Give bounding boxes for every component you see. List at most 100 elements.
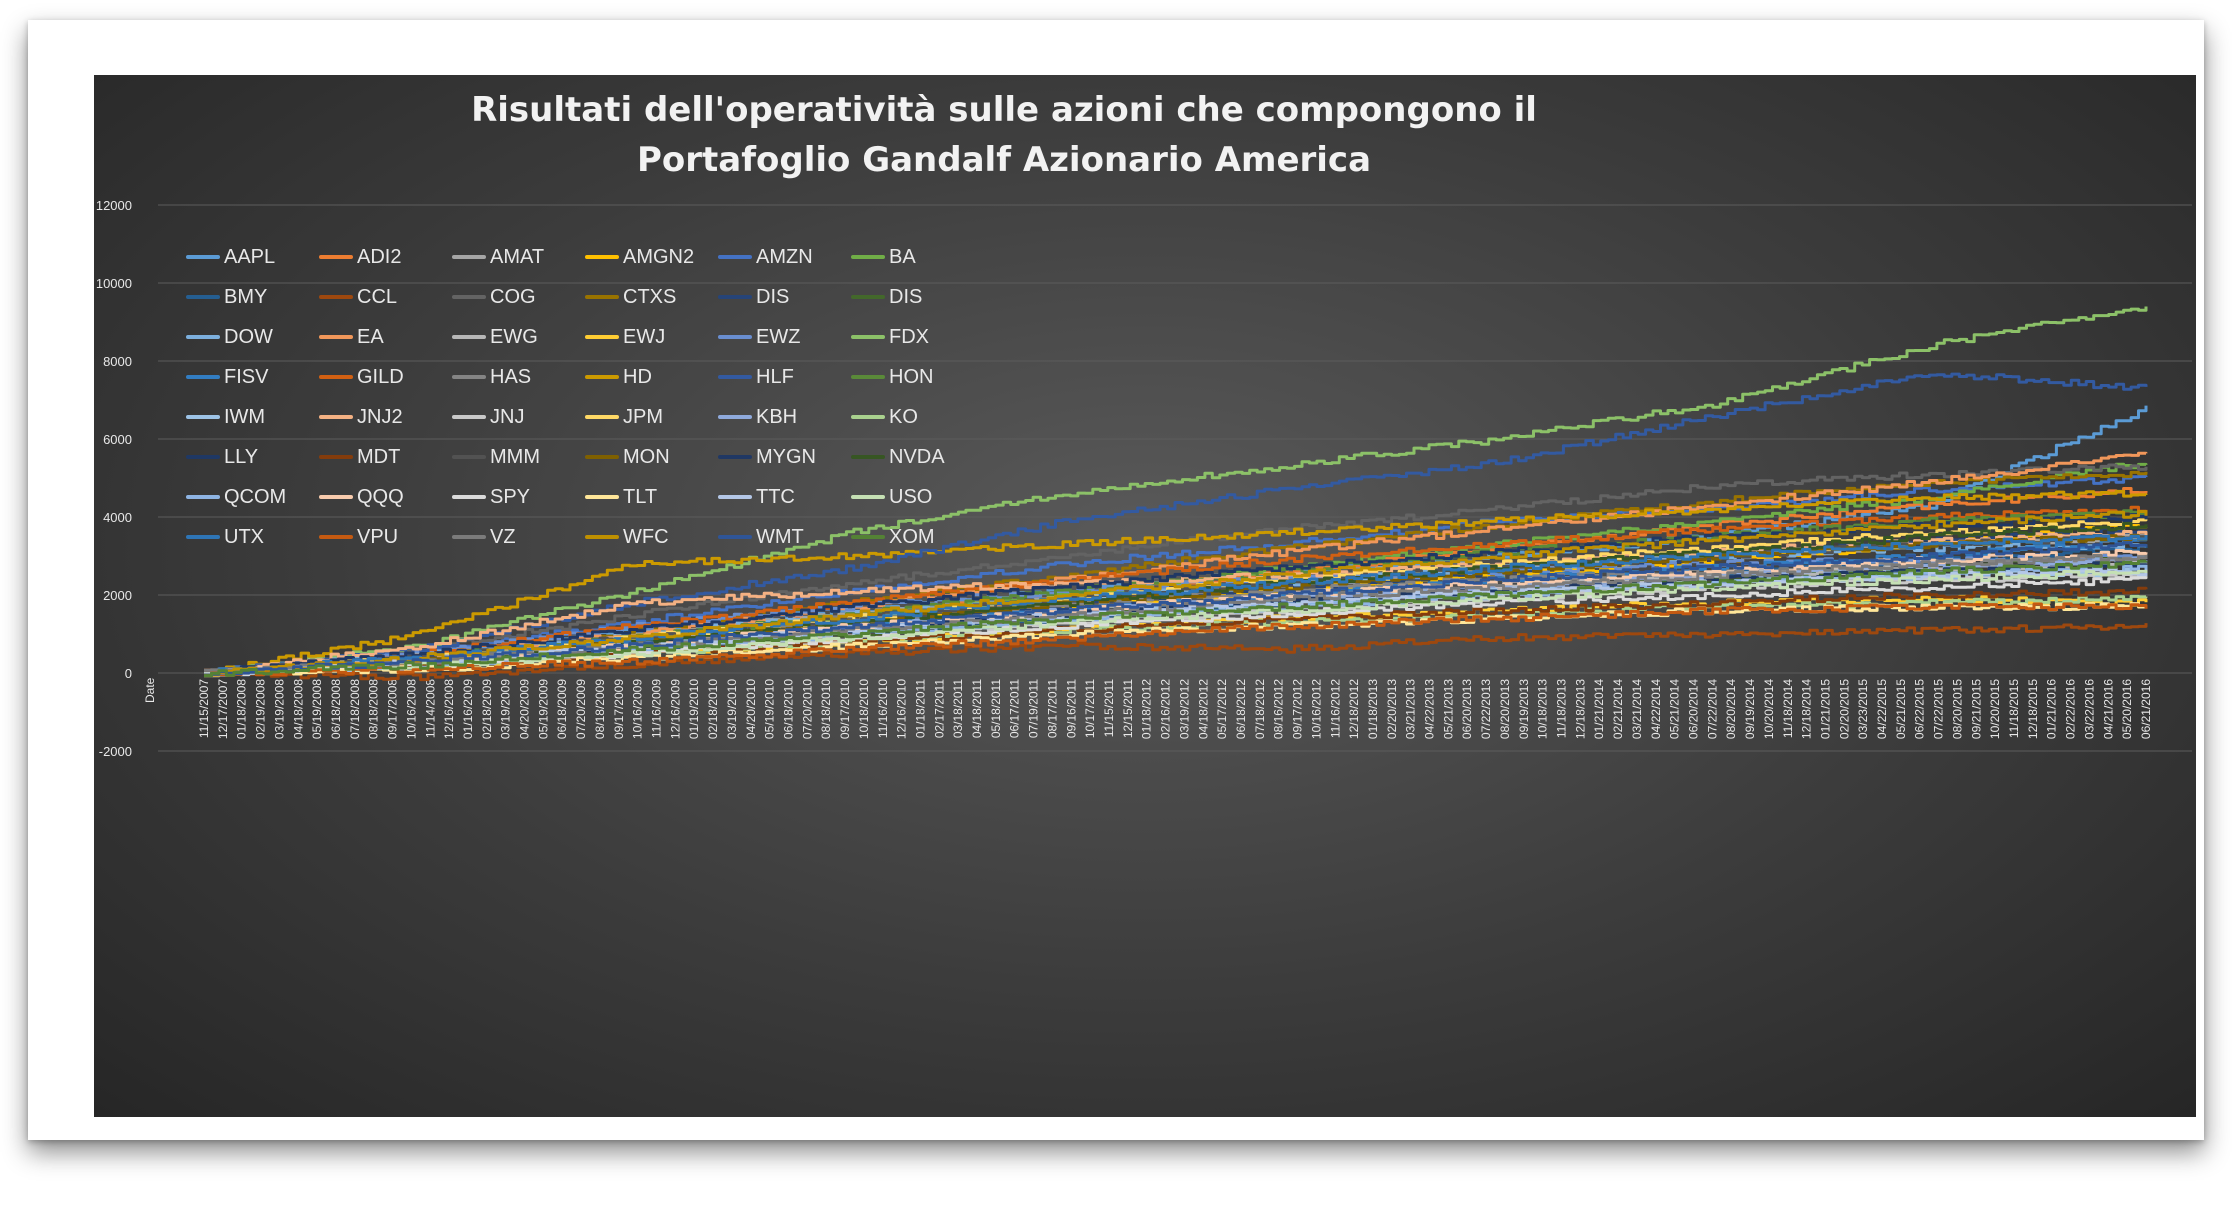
legend-label: TTC: [756, 485, 795, 508]
legend-swatch: [585, 335, 619, 339]
legend-label: GILD: [357, 365, 404, 388]
legend-label: EA: [357, 325, 384, 348]
x-tick-label: 01/19/2010: [687, 679, 701, 739]
y-tick-label: 6000: [103, 432, 132, 447]
x-tick-label: 03/21/2014: [1630, 679, 1644, 739]
legend-item: USO: [851, 483, 984, 511]
y-tick-label: 4000: [103, 510, 132, 525]
legend-swatch: [851, 455, 885, 459]
x-tick-label: 05/21/2013: [1441, 679, 1455, 739]
legend-item: HON: [851, 363, 984, 391]
x-tick-label: 07/22/2014: [1705, 679, 1719, 739]
legend-item: MDT: [319, 443, 452, 471]
chart-title-line-1: Risultati dell'operatività sulle azioni …: [471, 90, 1537, 130]
x-tick-label: 03/19/2012: [1177, 679, 1191, 739]
x-tick-label: 02/16/2012: [1159, 679, 1173, 739]
legend-item: WFC: [585, 523, 718, 551]
legend-label: HD: [623, 365, 652, 388]
x-tick-label: 09/19/2013: [1517, 679, 1531, 739]
x-tick-label: 08/18/2008: [367, 679, 381, 739]
x-tick-label: 01/16/2009: [461, 679, 475, 739]
legend-label: HLF: [756, 365, 794, 388]
y-tick-label: 0: [125, 666, 132, 681]
chart-title: Risultati dell'operatività sulle azioni …: [94, 85, 1914, 185]
x-tick-label: 04/18/2011: [970, 679, 984, 738]
x-tick-label: 06/20/2013: [1460, 679, 1474, 739]
legend-item: HD: [585, 363, 718, 391]
series-line-hd: [204, 489, 2148, 678]
legend-label: FISV: [224, 365, 269, 388]
x-tick-label: 12/15/2011: [1121, 679, 1135, 738]
legend-swatch: [452, 255, 486, 259]
x-tick-label: 05/21/2014: [1668, 679, 1682, 739]
series-line-vpu: [204, 602, 2148, 677]
y-tick-label: 2000: [103, 588, 132, 603]
x-tick-label: 04/22/2015: [1875, 679, 1889, 739]
legend-item: KBH: [718, 403, 851, 431]
legend-swatch: [319, 535, 353, 539]
x-tick-label: 01/18/2012: [1140, 679, 1154, 739]
legend-swatch: [452, 455, 486, 459]
legend-item: EA: [319, 323, 452, 351]
legend-item: AMAT: [452, 243, 585, 271]
x-tick-label: 06/22/2015: [1913, 679, 1927, 739]
x-tick-label: 11/16/2012: [1328, 679, 1342, 738]
legend-swatch: [186, 255, 220, 259]
x-tick-label: 04/21/2016: [2101, 679, 2115, 739]
x-tick-label: 07/19/2011: [1027, 679, 1041, 738]
legend-item: UTX: [186, 523, 319, 551]
legend-label: ADI2: [357, 245, 402, 268]
legend-swatch: [186, 495, 220, 499]
legend-item: AMZN: [718, 243, 851, 271]
y-tick-label: 8000: [103, 354, 132, 369]
legend-swatch: [851, 375, 885, 379]
x-tick-label: 05/18/2011: [989, 679, 1003, 738]
x-tick-label: 09/19/2014: [1743, 679, 1757, 739]
legend-label: EWJ: [623, 325, 666, 348]
legend-item: KO: [851, 403, 984, 431]
legend-swatch: [851, 255, 885, 259]
legend-swatch: [452, 335, 486, 339]
legend-swatch: [319, 335, 353, 339]
legend-item: DOW: [186, 323, 319, 351]
legend-label: JNJ2: [357, 405, 403, 428]
legend-swatch: [718, 255, 752, 259]
x-tick-label: 03/19/2010: [725, 679, 739, 739]
x-tick-label: 02/20/2015: [1837, 679, 1851, 739]
legend-label: FDX: [889, 325, 929, 348]
legend-item: AMGN2: [585, 243, 718, 271]
legend-item: EWG: [452, 323, 585, 351]
legend-swatch: [851, 335, 885, 339]
legend-swatch: [718, 455, 752, 459]
x-tick-label: 06/21/2016: [2139, 679, 2153, 739]
x-tick-label: 08/20/2013: [1498, 679, 1512, 739]
legend-item: HLF: [718, 363, 851, 391]
x-tick-label: 08/20/2014: [1724, 679, 1738, 739]
legend-item: TTC: [718, 483, 851, 511]
x-tick-label: 11/16/2009: [650, 679, 664, 738]
legend-label: JNJ: [490, 405, 525, 428]
y-tick-label: 12000: [96, 198, 132, 213]
x-tick-label: 07/22/2013: [1479, 679, 1493, 739]
legend-label: SPY: [490, 485, 531, 508]
legend-label: MYGN: [756, 445, 816, 468]
legend-item: XOM: [851, 523, 984, 551]
legend-swatch: [186, 295, 220, 299]
x-tick-label: 08/20/2015: [1950, 679, 1964, 739]
legend-label: NVDA: [889, 445, 945, 468]
series-line-xom: [204, 559, 2148, 678]
legend-swatch: [718, 415, 752, 419]
x-tick-label: 11/18/2015: [2007, 679, 2021, 738]
legend-label: LLY: [224, 445, 259, 468]
legend-item: JPM: [585, 403, 718, 431]
x-tick-label: 09/21/2015: [1969, 679, 1983, 739]
legend-swatch: [718, 335, 752, 339]
legend-item: DIS: [851, 283, 984, 311]
legend-item: AAPL: [186, 243, 319, 271]
x-tick-label: 02/21/2014: [1611, 679, 1625, 739]
x-tick-label: 11/18/2014: [1781, 679, 1795, 738]
legend-label: WFC: [623, 525, 669, 548]
x-tick-label: 02/17/2011: [932, 679, 946, 738]
legend-label: AMGN2: [623, 245, 695, 268]
legend-item: WMT: [718, 523, 851, 551]
